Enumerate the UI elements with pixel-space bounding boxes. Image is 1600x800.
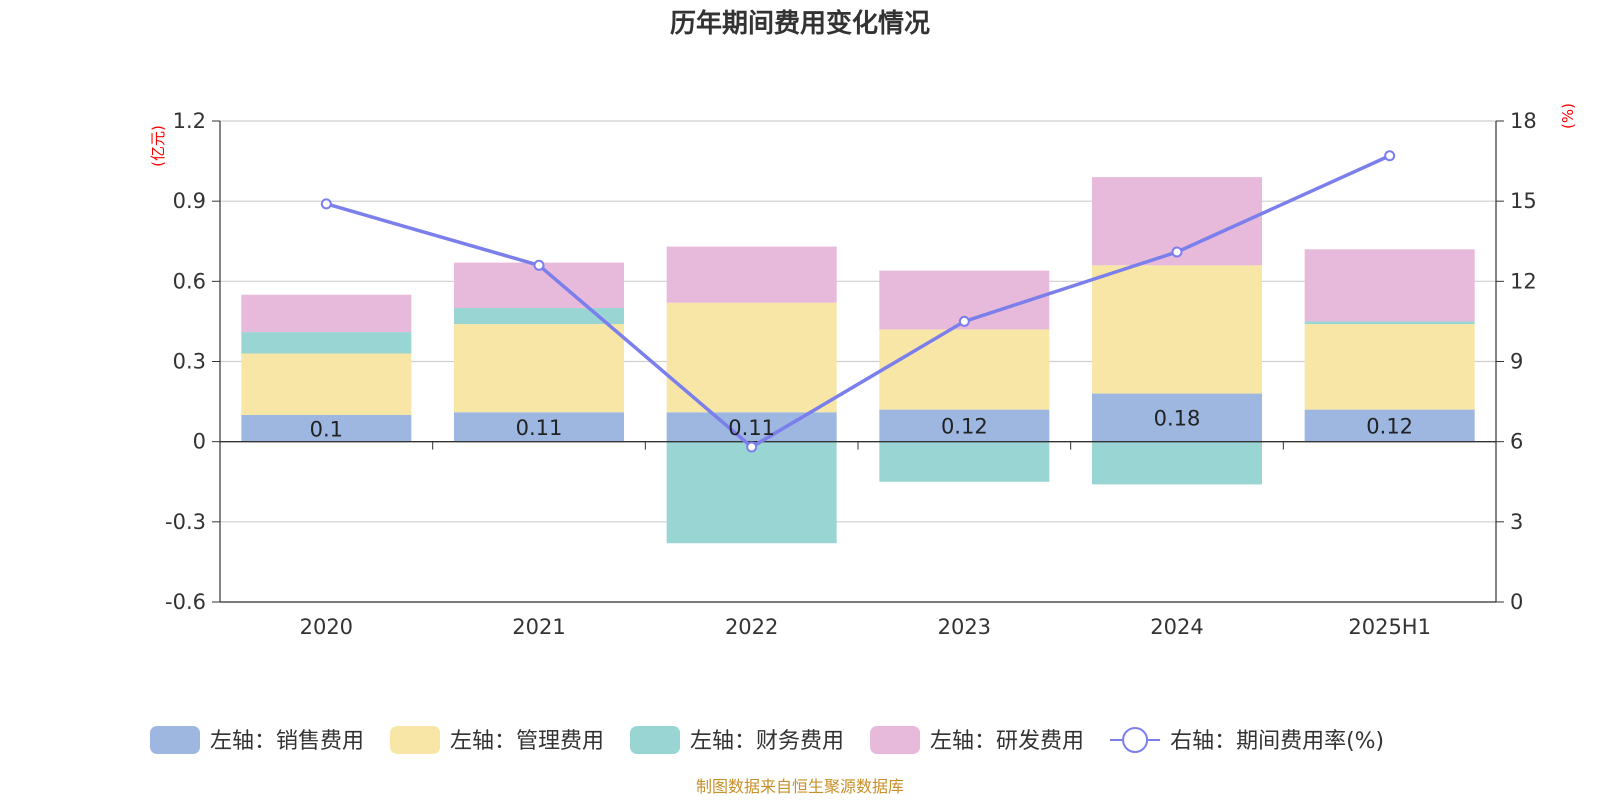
right-axis-tick-label: 12 [1510,269,1537,293]
x-axis-tick-label: 2025H1 [1348,615,1431,639]
left-axis-tick-label: 1.2 [173,109,206,133]
bar-segment-3 [454,308,624,325]
legend-item-5: 右轴：期间费用率(%) [1110,727,1384,754]
bar-segment-2 [454,324,624,413]
right-axis-tick-label: 15 [1510,189,1537,213]
left-axis-tick-label: 0.9 [173,189,206,213]
line-series [320,150,1396,453]
legend-label: 左轴：研发费用 [930,729,1084,754]
bar-segment-2 [1304,324,1475,410]
x-axis-tick-label: 2020 [300,615,353,639]
bar-segment-1 [666,412,837,442]
x-axis-tick-label: 2022 [725,615,778,639]
legend-swatch [870,726,921,754]
x-axis-tick-label: 2023 [938,615,991,639]
data-label: 0.1 [310,417,343,441]
bar-series [241,177,1475,544]
source-note: 制图数据来自恒生聚源数据库 [696,777,904,796]
rate-point [1384,150,1396,162]
legend-circle-marker [1122,727,1149,753]
legend-swatch [150,726,200,754]
legend-label: 左轴：财务费用 [690,729,844,754]
left-axis-tick-label: 0.6 [173,269,206,293]
data-label: 0.12 [1366,415,1413,439]
legend-label: 左轴：管理费用 [450,729,604,754]
x-axis-tick-label: 2024 [1150,615,1203,639]
right-axis-unit: (%) [1559,103,1577,129]
bar-segment-3 [241,332,412,354]
legend: 左轴：销售费用 左轴：管理费用 左轴：财务费用 左轴：研发费用 右轴：期间费用率(%) [150,726,1384,754]
left-axis-tick-label: 0.3 [173,350,206,374]
bar-segment-1 [241,414,412,442]
right-axis-tick-label: 0 [1510,590,1523,614]
bar-segment-2 [1092,265,1262,394]
legend-item-2: 左轴：管理费用 [390,726,604,754]
left-axis-unit: (亿元) [149,125,167,167]
right-axis-tick-label: 18 [1510,109,1537,133]
rate-point [958,315,970,327]
left-axis-tick-label: 0 [193,430,206,454]
legend-item-3: 左轴：财务费用 [630,726,844,754]
bar-segment-2 [879,329,1050,410]
bar-segment-3 [1092,441,1262,485]
bar-segment-1 [879,409,1050,442]
left-axis-tick-label: -0.6 [165,590,206,614]
bar-segment-3 [1304,321,1475,325]
chart-title: 历年期间费用变化情况 [670,8,930,39]
rate-point [533,259,545,271]
rate-point [746,441,758,453]
legend-label: 右轴：期间费用率(%) [1170,729,1384,754]
legend-item-1: 左轴：销售费用 [150,726,364,754]
bar-segment-1 [1092,393,1262,442]
x-axis-tick-label: 2021 [512,615,565,639]
bar-segment-3 [879,441,1050,482]
legend-swatch [390,726,441,754]
legend-label: 左轴：销售费用 [210,729,364,754]
legend-swatch [630,726,681,754]
bar-segment-3 [666,441,837,544]
right-axis-tick-label: 6 [1510,430,1523,454]
data-labels: 0.1 0.11 0.11 0.12 0.18 0.12 [310,407,1413,442]
legend-item-4: 左轴：研发费用 [870,726,1084,754]
bar-segment-2 [241,353,412,415]
bar-segment-4 [666,246,837,303]
data-label: 0.11 [516,416,563,440]
rate-point [1171,246,1183,258]
right-axis-tick-label: 3 [1510,510,1523,534]
data-label: 0.12 [941,415,988,439]
left-axis-tick-label: -0.3 [165,510,206,534]
rate-point [320,198,332,210]
bar-segment-4 [1304,249,1475,322]
bar-segment-1 [1304,409,1475,442]
axes: 1.2 0.9 0.6 0.3 0 -0.3 -0.6 18 15 12 9 6 3 0 2020 2021 2… [165,109,1537,639]
rate-line [325,154,1391,450]
right-axis-tick-label: 9 [1510,350,1523,374]
data-label: 0.11 [728,416,775,440]
bar-segment-2 [666,302,837,413]
bar-segment-1 [454,412,624,442]
bar-segment-4 [241,294,412,333]
data-label: 0.18 [1154,407,1201,431]
